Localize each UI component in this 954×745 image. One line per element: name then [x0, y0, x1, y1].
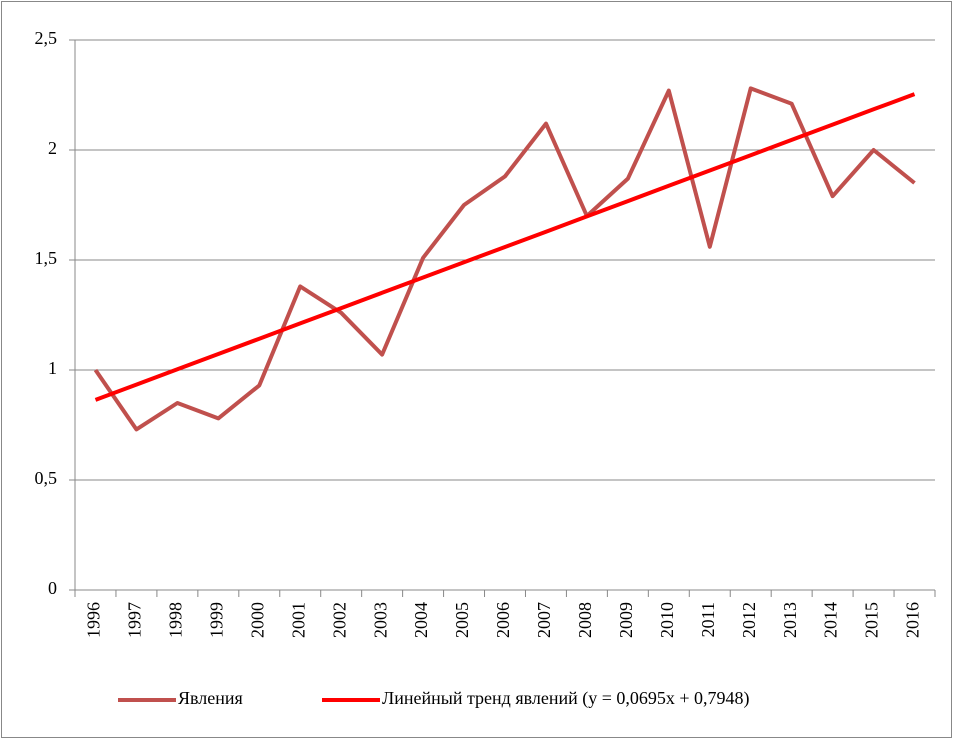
x-tick-label: 1999 [206, 602, 226, 638]
y-tick-label: 1 [48, 358, 57, 378]
x-tick-label: 2005 [452, 602, 472, 638]
x-tick-label: 2010 [657, 602, 677, 638]
x-tick-label: 1998 [166, 602, 186, 638]
x-tick-label: 1996 [84, 602, 104, 638]
x-tick-label: 1997 [125, 602, 145, 638]
legend-label: Линейный тренд явлений (y = 0,0695x + 0,… [382, 688, 750, 709]
x-tick-label: 2002 [329, 602, 349, 638]
y-tick-label: 2 [48, 138, 57, 158]
y-tick-label: 2,5 [35, 28, 58, 48]
x-tick-label: 2011 [698, 602, 718, 637]
y-tick-label: 0,5 [35, 468, 58, 488]
x-tick-label: 2014 [821, 602, 841, 638]
x-tick-label: 2003 [370, 602, 390, 638]
y-tick-label: 0 [48, 578, 57, 598]
x-tick-label: 2000 [247, 602, 267, 638]
x-tick-label: 2009 [616, 602, 636, 638]
y-tick-label: 1,5 [35, 248, 58, 268]
x-tick-label: 2013 [780, 602, 800, 638]
line-series [94, 92, 916, 402]
x-tick-label: 2016 [903, 602, 923, 638]
x-tick-label: 2007 [534, 602, 554, 638]
x-tick-label: 2001 [288, 602, 308, 638]
x-tick-label: 2004 [411, 602, 431, 638]
x-tick-label: 2012 [739, 602, 759, 638]
x-tick-label: 2008 [575, 602, 595, 638]
legend-label: Явления [178, 688, 243, 708]
x-tick-label: 2006 [493, 602, 513, 638]
line-series [93, 86, 916, 432]
x-tick-label: 2015 [862, 602, 882, 638]
